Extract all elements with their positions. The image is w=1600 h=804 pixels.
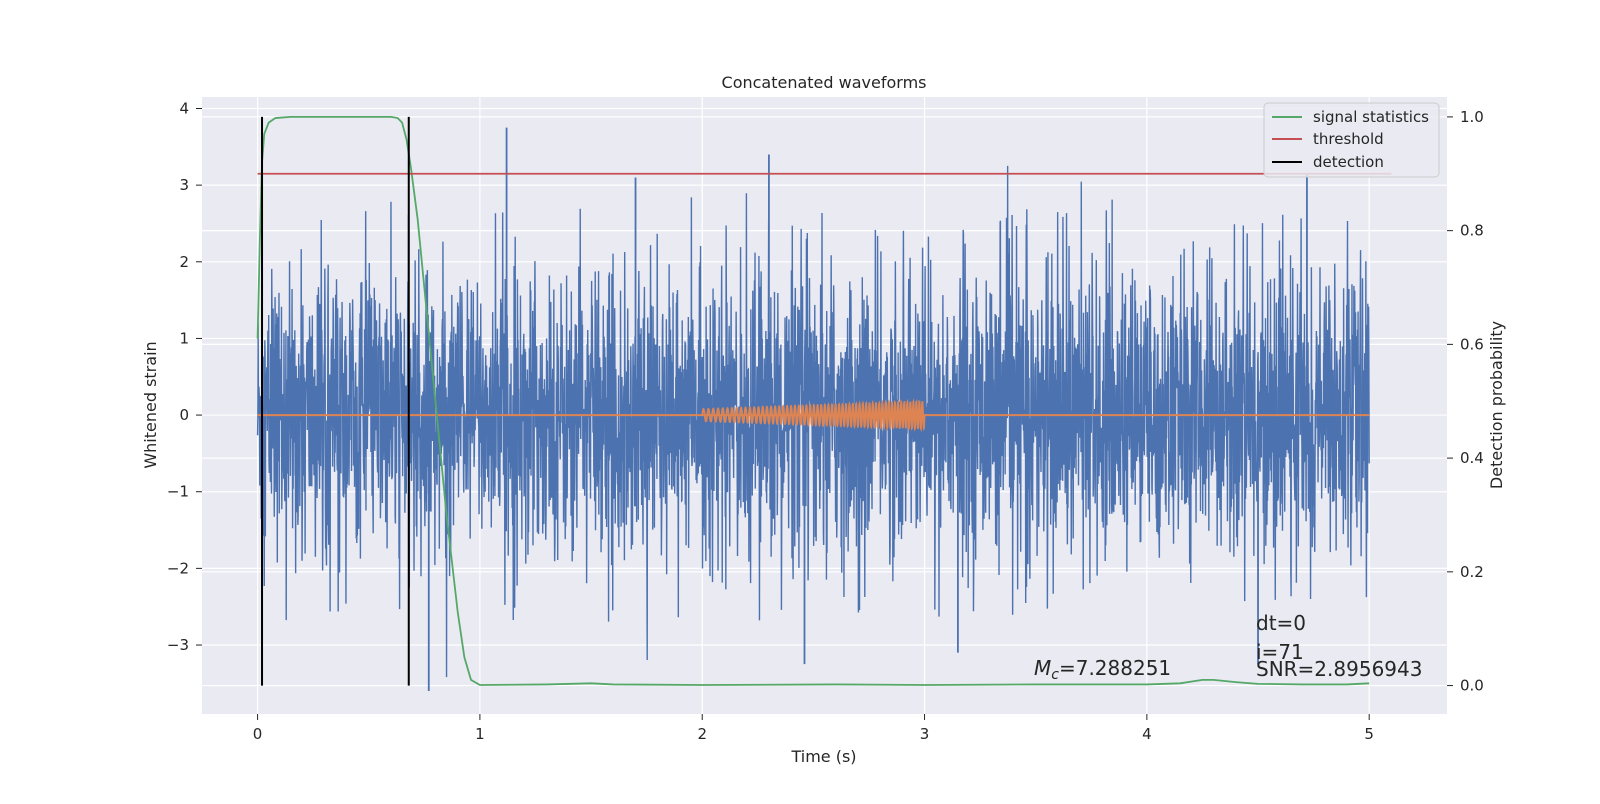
y-left-tick-label-6: −2 [167,559,189,577]
mc-value: =7.288251 [1059,656,1171,680]
y-left-tick-label-0: 4 [179,99,189,117]
legend-label-detection: detection [1313,153,1384,171]
y-left-tick-label-2: 2 [179,253,189,271]
y-axis-right-title: Detection probability [1487,321,1506,489]
noise-series [256,127,1370,692]
y-right-tick-label-0: 1.0 [1460,108,1484,126]
y-right-tick-label-3: 0.4 [1460,449,1484,467]
y-left-tick-label-3: 1 [179,329,189,347]
mc-annotation: Mc=7.288251 [1034,656,1171,683]
signal-statistics-line [256,116,1370,686]
snr-annotation: SNR=2.8956943 [1256,657,1422,681]
y-right-tick-label-2: 0.6 [1460,335,1484,353]
x-tick-label-2: 2 [697,725,707,743]
legend-label-signal-statistics: signal statistics [1313,108,1429,126]
probability-series [256,116,1392,686]
x-tick-label-0: 0 [253,725,263,743]
legend-label-threshold: threshold [1313,130,1384,148]
i-annotation: i=71 [1256,640,1304,664]
y-right-tick-label-4: 0.2 [1460,563,1484,581]
y-left-tick-label-7: −3 [167,636,189,654]
ticks: 0 1 2 3 4 5 4 3 2 1 0 −1 −2 −3 1.0 0.8 0.6 0.4 0.2 0.0 [167,99,1484,743]
y-right-tick-label-1: 0.8 [1460,222,1484,240]
mc-symbol: M [1034,656,1051,680]
x-tick-label-1: 1 [475,725,485,743]
mc-subscript: c [1051,667,1059,683]
x-tick-label-3: 3 [920,725,930,743]
y-left-tick-label-4: 0 [179,406,189,424]
y-left-tick-label-1: 3 [179,176,189,194]
y-axis-left-title: Whitened strain [141,341,160,468]
chart-title: Concatenated waveforms [722,73,927,92]
x-axis-title: Time (s) [790,747,856,766]
chirp-series [257,398,1370,433]
dt-annotation: dt=0 [1256,611,1306,635]
noise-line [256,165,1370,678]
y-right-tick-label-5: 0.0 [1460,677,1484,695]
legend: signal statistics threshold detection [1263,102,1440,178]
x-tick-label-4: 4 [1142,725,1152,743]
x-tick-label-5: 5 [1364,725,1374,743]
y-left-tick-label-5: −1 [167,483,189,501]
chirp-line [701,398,926,433]
legend-box [1263,102,1440,178]
